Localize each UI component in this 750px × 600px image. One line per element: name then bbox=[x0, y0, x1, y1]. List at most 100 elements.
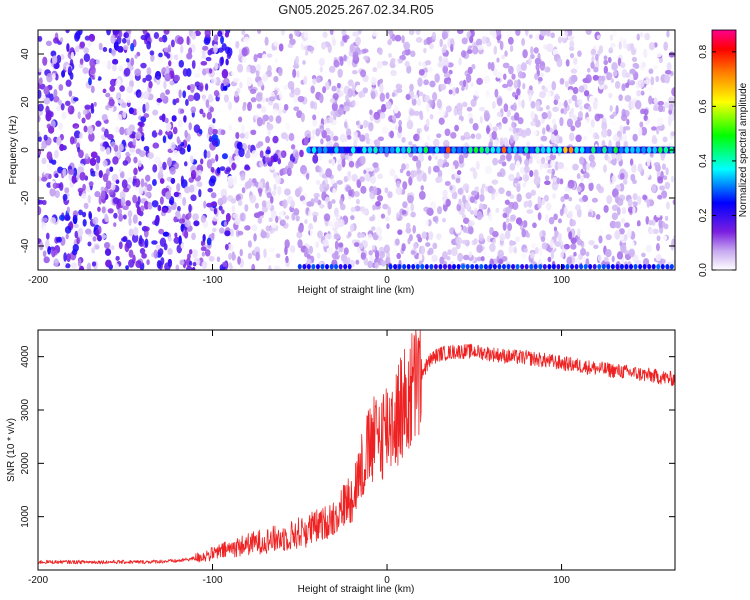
heatmap-cell bbox=[39, 83, 46, 90]
heatmap-cell bbox=[328, 146, 334, 154]
heatmap-cell bbox=[104, 213, 109, 223]
heatmap-cell bbox=[206, 150, 211, 159]
heatmap-cell bbox=[111, 64, 117, 72]
heatmap-cell bbox=[499, 137, 504, 147]
heatmap-cell bbox=[498, 125, 502, 130]
heatmap-cell bbox=[51, 248, 56, 258]
heatmap-cell bbox=[559, 116, 564, 127]
heatmap-cell bbox=[256, 52, 264, 59]
heatmap-cell bbox=[353, 131, 358, 138]
heatmap-cell bbox=[554, 241, 562, 247]
heatmap-cell bbox=[579, 146, 585, 154]
heatmap-cell bbox=[546, 169, 553, 174]
heatmap-cell bbox=[65, 233, 69, 240]
heatmap-cell bbox=[319, 66, 323, 73]
heatmap-cell bbox=[210, 166, 215, 173]
heatmap-cell bbox=[189, 260, 193, 266]
heatmap-cell bbox=[51, 73, 56, 80]
heatmap-cell bbox=[670, 131, 675, 137]
snr-series-line bbox=[38, 330, 675, 565]
heatmap-cell bbox=[637, 195, 642, 205]
heatmap-cell bbox=[169, 80, 175, 86]
heatmap-cell bbox=[53, 95, 60, 103]
heatmap-cell bbox=[213, 207, 218, 215]
heatmap-cell bbox=[434, 73, 440, 83]
heatmap-cell bbox=[237, 230, 244, 236]
heatmap-cell bbox=[418, 190, 426, 200]
heatmap-cell bbox=[498, 159, 503, 165]
heatmap-cell bbox=[406, 264, 411, 270]
heatmap-cell bbox=[296, 70, 300, 78]
heatmap-cell bbox=[405, 227, 412, 234]
heatmap-cell bbox=[159, 237, 167, 248]
heatmap-cell bbox=[202, 112, 206, 118]
heatmap-cell bbox=[101, 114, 108, 121]
heatmap-cell bbox=[449, 185, 453, 191]
heatmap-cell bbox=[329, 264, 334, 270]
heatmap-cell bbox=[379, 78, 383, 84]
heatmap-cell bbox=[570, 219, 577, 227]
heatmap-cell bbox=[506, 30, 513, 37]
heatmap-cell bbox=[134, 131, 142, 140]
heatmap-cell bbox=[77, 111, 81, 120]
heatmap-cell bbox=[153, 32, 160, 39]
heatmap-cell bbox=[485, 89, 490, 98]
heatmap-cell bbox=[231, 162, 236, 171]
heatmap-cell bbox=[355, 84, 362, 93]
heatmap-cell bbox=[297, 225, 304, 233]
heatmap-cell bbox=[280, 150, 287, 158]
heatmap-cell bbox=[74, 45, 80, 53]
heatmap-cell bbox=[351, 84, 356, 92]
heatmap-cell bbox=[338, 242, 344, 248]
heatmap-cell bbox=[401, 50, 406, 56]
heatmap-cell bbox=[445, 105, 452, 113]
heatmap-cell bbox=[412, 225, 416, 234]
heatmap-cell bbox=[163, 30, 170, 35]
heatmap-cell bbox=[615, 105, 619, 115]
heatmap-cell bbox=[46, 72, 53, 83]
heatmap-cell bbox=[603, 256, 609, 263]
heatmap-cell bbox=[389, 168, 396, 177]
heatmap-cell bbox=[442, 251, 448, 260]
heatmap-cell bbox=[611, 204, 619, 212]
heatmap-cell bbox=[332, 38, 336, 47]
heatmap-cell bbox=[568, 230, 573, 240]
spectral-line-0hz bbox=[306, 146, 675, 154]
heatmap-cell bbox=[104, 248, 112, 256]
heatmap-cell bbox=[207, 126, 213, 136]
heatmap-cell bbox=[259, 160, 264, 168]
x-tick-label: -100 bbox=[203, 275, 223, 286]
heatmap-cell bbox=[664, 215, 669, 221]
heatmap-cell bbox=[587, 211, 592, 218]
heatmap-cell bbox=[576, 173, 581, 180]
heatmap-cell bbox=[498, 187, 505, 195]
heatmap-cell bbox=[112, 156, 119, 165]
heatmap-cell bbox=[167, 259, 173, 268]
heatmap-cell bbox=[213, 90, 220, 97]
heatmap-cell bbox=[462, 225, 467, 233]
heatmap-cell bbox=[572, 86, 579, 95]
heatmap-cell bbox=[387, 206, 392, 216]
heatmap-cell bbox=[625, 82, 630, 89]
heatmap-cell bbox=[88, 132, 95, 142]
heatmap-cell bbox=[488, 211, 493, 221]
heatmap-cell bbox=[317, 199, 322, 206]
heatmap-cell bbox=[525, 30, 529, 37]
heatmap-cell bbox=[141, 135, 145, 142]
heatmap-cell bbox=[448, 89, 453, 95]
heatmap-cell bbox=[407, 194, 414, 204]
heatmap-cell bbox=[472, 170, 478, 180]
heatmap-cell bbox=[603, 59, 609, 66]
heatmap-cell bbox=[451, 146, 456, 154]
heatmap-cell bbox=[608, 139, 612, 149]
heatmap-cell bbox=[247, 101, 253, 112]
heatmap-cell bbox=[601, 128, 608, 138]
heatmap-cell bbox=[483, 264, 488, 270]
heatmap-cell bbox=[271, 190, 277, 197]
heatmap-cell bbox=[381, 126, 389, 134]
heatmap-cell bbox=[445, 198, 451, 207]
heatmap-cell bbox=[284, 245, 288, 256]
heatmap-cell bbox=[423, 79, 430, 86]
heatmap-cell bbox=[495, 30, 502, 36]
heatmap-cell bbox=[491, 131, 497, 140]
